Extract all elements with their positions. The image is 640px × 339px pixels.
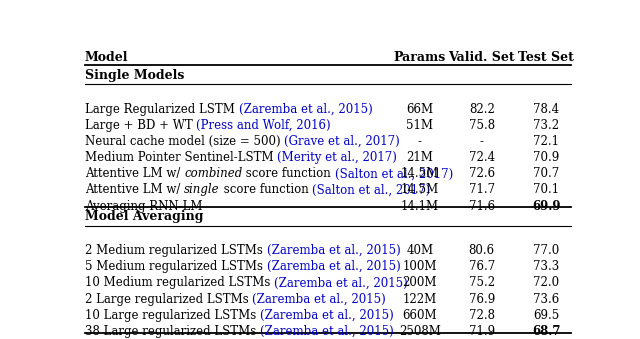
Text: 68.7: 68.7 xyxy=(532,325,561,338)
Text: Neural cache model (size = 500): Neural cache model (size = 500) xyxy=(85,135,284,148)
Text: 21M: 21M xyxy=(406,151,433,164)
Text: 38 Large regularized LSTMs: 38 Large regularized LSTMs xyxy=(85,325,260,338)
Text: 66M: 66M xyxy=(406,102,433,116)
Text: 72.4: 72.4 xyxy=(468,151,495,164)
Text: (Salton et al., 2017): (Salton et al., 2017) xyxy=(335,167,453,180)
Text: Model: Model xyxy=(85,51,129,64)
Text: 72.6: 72.6 xyxy=(468,167,495,180)
Text: Single Models: Single Models xyxy=(85,68,184,82)
Text: Averaging RNN-LM: Averaging RNN-LM xyxy=(85,200,202,213)
Text: (Merity et al., 2017): (Merity et al., 2017) xyxy=(277,151,397,164)
Text: 70.9: 70.9 xyxy=(533,151,559,164)
Text: Test Set: Test Set xyxy=(518,51,574,64)
Text: -: - xyxy=(480,135,484,148)
Text: 72.1: 72.1 xyxy=(533,135,559,148)
Text: 72.0: 72.0 xyxy=(533,276,559,290)
Text: Params: Params xyxy=(394,51,446,64)
Text: 73.6: 73.6 xyxy=(533,293,559,305)
Text: 14.5M: 14.5M xyxy=(401,167,439,180)
Text: 75.8: 75.8 xyxy=(468,119,495,132)
Text: (Zaremba et al., 2015): (Zaremba et al., 2015) xyxy=(239,102,372,116)
Text: (Zaremba et al., 2015): (Zaremba et al., 2015) xyxy=(252,293,386,305)
Text: 72.8: 72.8 xyxy=(468,309,495,322)
Text: 100M: 100M xyxy=(403,260,437,273)
Text: score function: score function xyxy=(220,183,312,197)
Text: 10 Medium regularized LSTMs: 10 Medium regularized LSTMs xyxy=(85,276,274,290)
Text: (Grave et al., 2017): (Grave et al., 2017) xyxy=(284,135,400,148)
Text: 2 Medium regularized LSTMs: 2 Medium regularized LSTMs xyxy=(85,244,267,257)
Text: 14.1M: 14.1M xyxy=(401,200,439,213)
Text: Model Averaging: Model Averaging xyxy=(85,210,204,223)
Text: 69.9: 69.9 xyxy=(532,200,561,213)
Text: 73.2: 73.2 xyxy=(533,119,559,132)
Text: 76.7: 76.7 xyxy=(468,260,495,273)
Text: 71.6: 71.6 xyxy=(468,200,495,213)
Text: 71.9: 71.9 xyxy=(468,325,495,338)
Text: Attentive LM w/: Attentive LM w/ xyxy=(85,167,184,180)
Text: 122M: 122M xyxy=(403,293,437,305)
Text: 70.7: 70.7 xyxy=(533,167,559,180)
Text: 51M: 51M xyxy=(406,119,433,132)
Text: Valid. Set: Valid. Set xyxy=(449,51,515,64)
Text: 10 Large regularized LSTMs: 10 Large regularized LSTMs xyxy=(85,309,260,322)
Text: single: single xyxy=(184,183,220,197)
Text: (Zaremba et al., 2015): (Zaremba et al., 2015) xyxy=(274,276,408,290)
Text: (Salton et al., 2017): (Salton et al., 2017) xyxy=(312,183,431,197)
Text: 5 Medium regularized LSTMs: 5 Medium regularized LSTMs xyxy=(85,260,267,273)
Text: (Press and Wolf, 2016): (Press and Wolf, 2016) xyxy=(196,119,331,132)
Text: 2 Large regularized LSTMs: 2 Large regularized LSTMs xyxy=(85,293,252,305)
Text: 73.3: 73.3 xyxy=(533,260,559,273)
Text: (Zaremba et al., 2015): (Zaremba et al., 2015) xyxy=(260,325,394,338)
Text: 40M: 40M xyxy=(406,244,433,257)
Text: 660M: 660M xyxy=(403,309,437,322)
Text: 200M: 200M xyxy=(403,276,437,290)
Text: (Zaremba et al., 2015): (Zaremba et al., 2015) xyxy=(267,244,401,257)
Text: 71.7: 71.7 xyxy=(468,183,495,197)
Text: 69.5: 69.5 xyxy=(533,309,559,322)
Text: 70.1: 70.1 xyxy=(533,183,559,197)
Text: Attentive LM w/: Attentive LM w/ xyxy=(85,183,184,197)
Text: 82.2: 82.2 xyxy=(469,102,495,116)
Text: 76.9: 76.9 xyxy=(468,293,495,305)
Text: Large Regularized LSTM: Large Regularized LSTM xyxy=(85,102,239,116)
Text: score function: score function xyxy=(243,167,335,180)
Text: Large + BD + WT: Large + BD + WT xyxy=(85,119,196,132)
Text: 75.2: 75.2 xyxy=(468,276,495,290)
Text: 78.4: 78.4 xyxy=(533,102,559,116)
Text: (Zaremba et al., 2015): (Zaremba et al., 2015) xyxy=(260,309,394,322)
Text: combined: combined xyxy=(184,167,243,180)
Text: Medium Pointer Sentinel-LSTM: Medium Pointer Sentinel-LSTM xyxy=(85,151,277,164)
Text: -: - xyxy=(418,135,422,148)
Text: 77.0: 77.0 xyxy=(533,244,559,257)
Text: (Zaremba et al., 2015): (Zaremba et al., 2015) xyxy=(267,260,401,273)
Text: 80.6: 80.6 xyxy=(468,244,495,257)
Text: 2508M: 2508M xyxy=(399,325,441,338)
Text: 14.5M: 14.5M xyxy=(401,183,439,197)
